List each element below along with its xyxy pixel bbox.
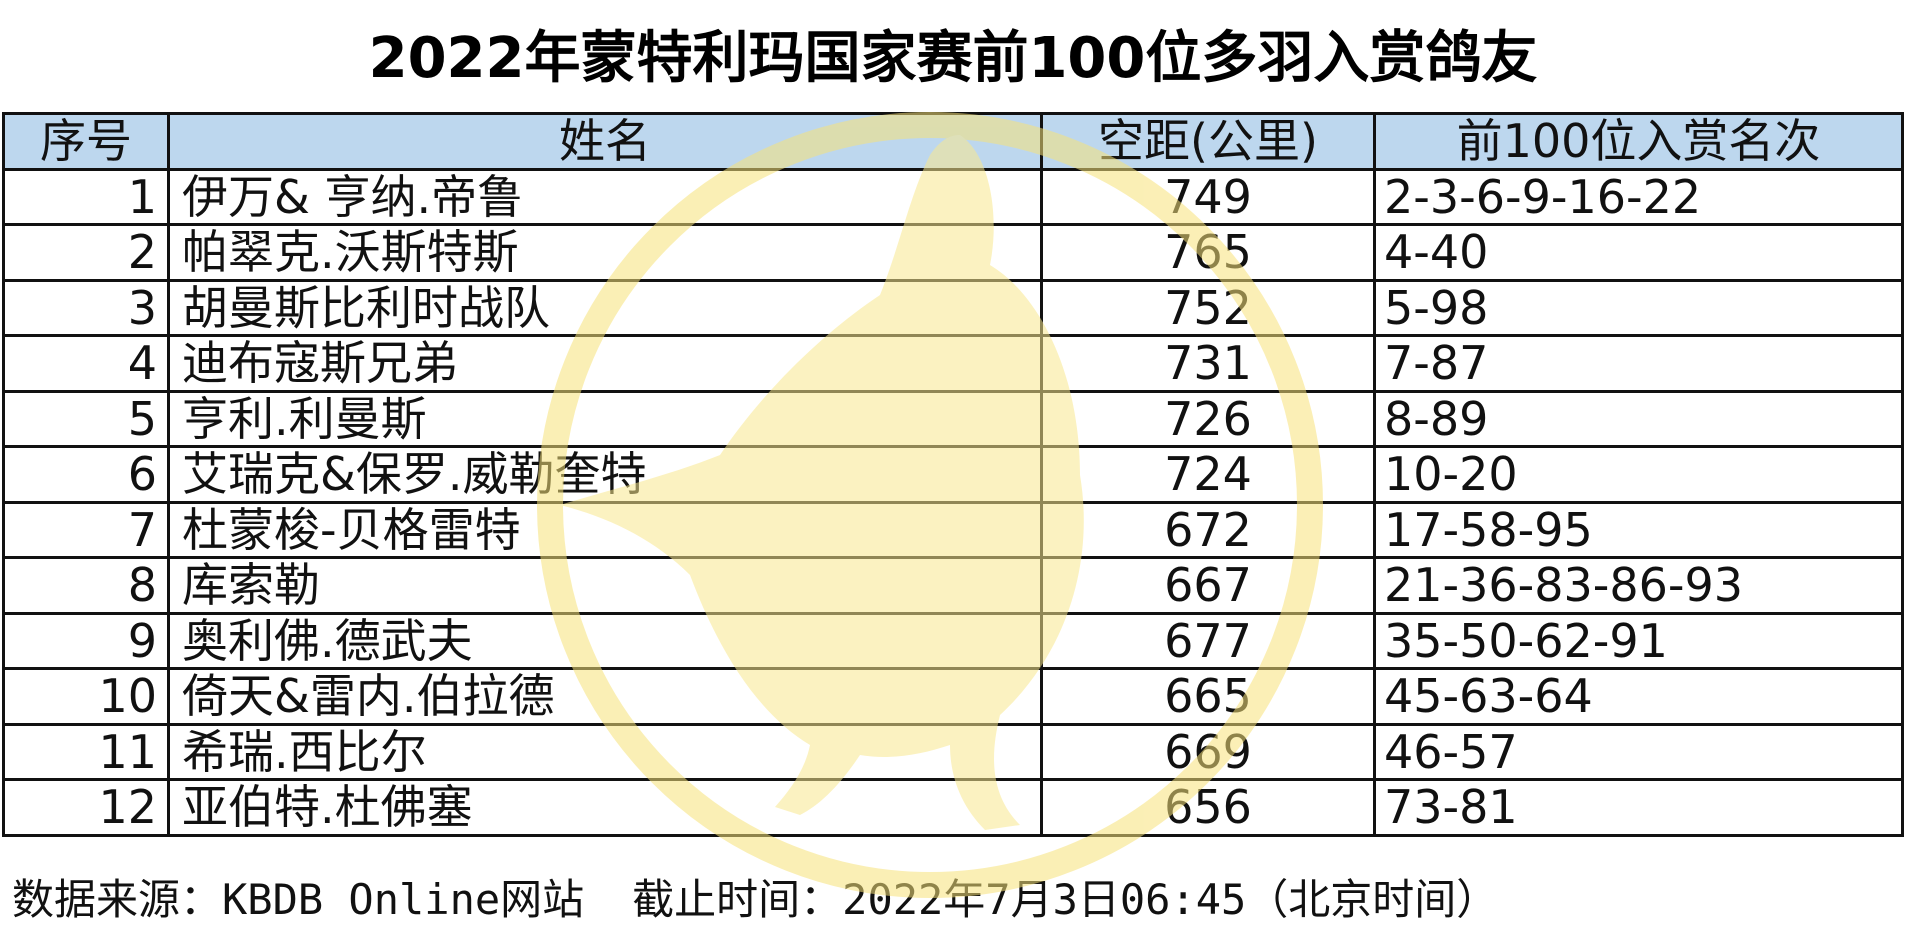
cell-no: 11 xyxy=(2,722,170,781)
cell-ranks: 5-98 xyxy=(1373,278,1904,337)
page-title: 2022年蒙特利玛国家赛前100位多羽入赏鸽友 xyxy=(368,26,1538,91)
cell-distance: 665 xyxy=(1040,667,1376,726)
cell-no: 6 xyxy=(2,445,170,504)
cell-name: 亨利.利曼斯 xyxy=(167,389,1043,448)
cell-no: 4 xyxy=(2,334,170,393)
cell-distance: 726 xyxy=(1040,389,1376,448)
table-row: 11 希瑞.西比尔 669 46-57 xyxy=(2,722,1904,781)
cell-no: 3 xyxy=(2,278,170,337)
cell-name: 奥利佛.德武夫 xyxy=(167,611,1043,670)
cell-ranks: 2-3-6-9-16-22 xyxy=(1373,167,1904,226)
cell-no: 8 xyxy=(2,556,170,615)
table-row: 7 杜蒙梭-贝格雷特 672 17-58-95 xyxy=(2,500,1904,559)
cutoff-time-text: 截止时间：2022年7月3日06:45（北京时间） xyxy=(632,875,1499,924)
cell-ranks: 7-87 xyxy=(1373,334,1904,393)
cell-no: 12 xyxy=(2,778,170,837)
header-distance: 空距(公里) xyxy=(1040,112,1376,171)
cell-no: 5 xyxy=(2,389,170,448)
cell-ranks: 45-63-64 xyxy=(1373,667,1904,726)
footer-source-line: 数据来源：KBDB Online网站 截止时间：2022年7月3日06:45（北京… xyxy=(12,872,1498,928)
cell-ranks: 21-36-83-86-93 xyxy=(1373,556,1904,615)
cell-ranks: 8-89 xyxy=(1373,389,1904,448)
cell-no: 10 xyxy=(2,667,170,726)
cell-ranks: 73-81 xyxy=(1373,778,1904,837)
table-row: 5 亨利.利曼斯 726 8-89 xyxy=(2,389,1904,448)
cell-name: 伊万& 亨纳.帝鲁 xyxy=(167,167,1043,226)
cell-distance: 677 xyxy=(1040,611,1376,670)
table-row: 9 奥利佛.德武夫 677 35-50-62-91 xyxy=(2,611,1904,670)
cell-no: 1 xyxy=(2,167,170,226)
cell-no: 2 xyxy=(2,223,170,282)
cell-name: 亚伯特.杜佛塞 xyxy=(167,778,1043,837)
cell-distance: 731 xyxy=(1040,334,1376,393)
table-row: 6 艾瑞克&保罗.威勒奎特 724 10-20 xyxy=(2,445,1904,504)
table-row: 4 迪布寇斯兄弟 731 7-87 xyxy=(2,334,1904,393)
header-name: 姓名 xyxy=(167,112,1043,171)
cell-name: 杜蒙梭-贝格雷特 xyxy=(167,500,1043,559)
cell-distance: 765 xyxy=(1040,223,1376,282)
header-ranks: 前100位入赏名次 xyxy=(1373,112,1904,171)
cell-ranks: 46-57 xyxy=(1373,722,1904,781)
table-row: 2 帕翠克.沃斯特斯 765 4-40 xyxy=(2,223,1904,282)
cell-ranks: 17-58-95 xyxy=(1373,500,1904,559)
header-no: 序号 xyxy=(2,112,170,171)
cell-name: 艾瑞克&保罗.威勒奎特 xyxy=(167,445,1043,504)
cell-name: 胡曼斯比利时战队 xyxy=(167,278,1043,337)
cell-distance: 724 xyxy=(1040,445,1376,504)
cell-no: 9 xyxy=(2,611,170,670)
cell-name: 库索勒 xyxy=(167,556,1043,615)
cell-distance: 669 xyxy=(1040,722,1376,781)
cell-distance: 749 xyxy=(1040,167,1376,226)
cell-name: 帕翠克.沃斯特斯 xyxy=(167,223,1043,282)
cell-no: 7 xyxy=(2,500,170,559)
cell-name: 倚天&雷内.伯拉德 xyxy=(167,667,1043,726)
table-row: 8 库索勒 667 21-36-83-86-93 xyxy=(2,556,1904,615)
table-header-row: 序号 姓名 空距(公里) 前100位入赏名次 xyxy=(2,112,1904,171)
cell-distance: 656 xyxy=(1040,778,1376,837)
table-row: 12 亚伯特.杜佛塞 656 73-81 xyxy=(2,778,1904,837)
table-row: 10 倚天&雷内.伯拉德 665 45-63-64 xyxy=(2,667,1904,726)
cell-ranks: 4-40 xyxy=(1373,223,1904,282)
cell-name: 希瑞.西比尔 xyxy=(167,722,1043,781)
cell-name: 迪布寇斯兄弟 xyxy=(167,334,1043,393)
cell-distance: 672 xyxy=(1040,500,1376,559)
results-table: 序号 姓名 空距(公里) 前100位入赏名次 1 伊万& 亨纳.帝鲁 749 2-3-… xyxy=(2,112,1904,837)
cell-distance: 752 xyxy=(1040,278,1376,337)
cell-ranks: 10-20 xyxy=(1373,445,1904,504)
cell-distance: 667 xyxy=(1040,556,1376,615)
table-row: 3 胡曼斯比利时战队 752 5-98 xyxy=(2,278,1904,337)
table-row: 1 伊万& 亨纳.帝鲁 749 2-3-6-9-16-22 xyxy=(2,167,1904,226)
cell-ranks: 35-50-62-91 xyxy=(1373,611,1904,670)
data-source-text: 数据来源：KBDB Online网站 xyxy=(12,875,585,924)
